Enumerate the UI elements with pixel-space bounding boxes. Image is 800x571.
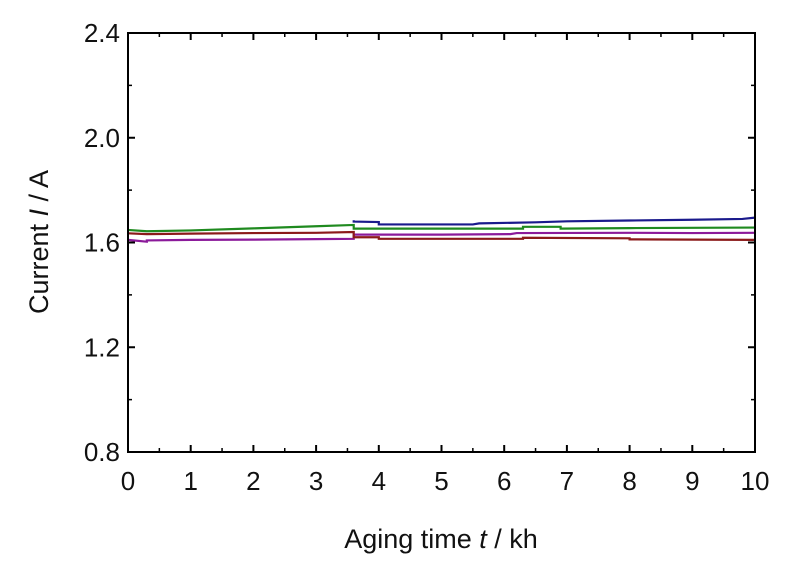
x-tick-label: 4: [372, 466, 386, 496]
x-tick-label: 7: [560, 466, 574, 496]
x-tick-label: 1: [183, 466, 197, 496]
series-line-red: [127, 230, 756, 241]
y-tick-label: 1.6: [84, 228, 120, 258]
x-tick-label: 0: [121, 466, 135, 496]
x-axis-label: Aging time t / kh: [344, 524, 538, 554]
y-tick-label: 2.0: [84, 123, 120, 153]
x-tick-label: 10: [741, 466, 770, 496]
x-tick-label: 3: [309, 466, 323, 496]
y-tick-label: 0.8: [84, 437, 120, 467]
series-line-blue: [352, 216, 756, 226]
x-tick-label: 5: [434, 466, 448, 496]
x-tick-label: 8: [622, 466, 636, 496]
y-tick-label: 2.4: [84, 18, 120, 48]
x-tick-label: 6: [497, 466, 511, 496]
series-line-green: [127, 223, 756, 233]
y-tick-label: 1.2: [84, 332, 120, 362]
x-tick-label: 9: [685, 466, 699, 496]
x-tick-label: 2: [246, 466, 260, 496]
y-axis-label: Current I / A: [24, 170, 54, 314]
plot-frame: [127, 32, 756, 453]
